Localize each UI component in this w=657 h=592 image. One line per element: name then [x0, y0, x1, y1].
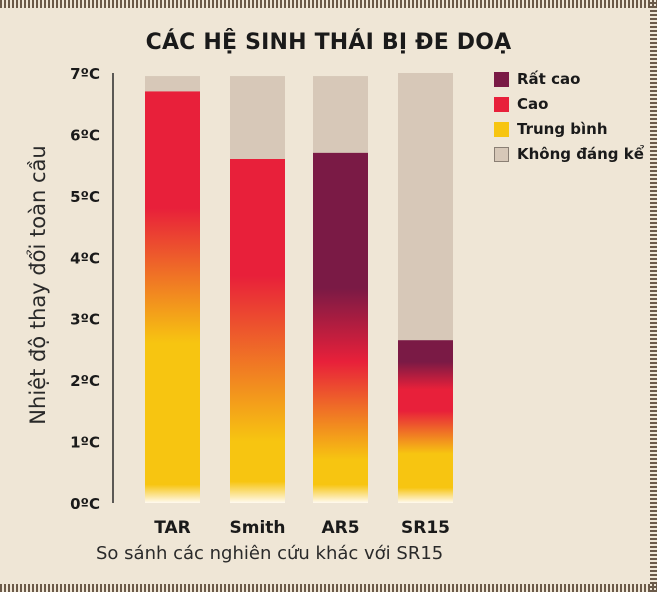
- legend-label-high: Cao: [517, 95, 549, 113]
- y-tick-label: 6ºC: [70, 126, 100, 144]
- x-category-label: TAR: [154, 518, 191, 538]
- legend-item-moderate: Trung bình: [494, 120, 647, 145]
- bottom-border: [0, 584, 657, 592]
- legend-swatch-moderate: [494, 122, 509, 137]
- x-category-label: Smith: [229, 518, 285, 538]
- legend-swatch-undetectable: [494, 147, 509, 162]
- y-tick-label: 0ºC: [70, 495, 100, 513]
- x-category-label: SR15: [401, 518, 450, 538]
- y-axis-label: Nhiệt độ thay đổi toàn cầu: [26, 145, 50, 425]
- top-border: [0, 0, 657, 8]
- bar-risk-fill: [313, 152, 368, 503]
- y-tick-label: 7ºC: [70, 65, 100, 83]
- legend: Rất cao Cao Trung bình Không đáng kể: [494, 70, 647, 195]
- legend-swatch-high: [494, 97, 509, 112]
- y-tick-label: 3ºC: [70, 311, 100, 329]
- chart-title: CÁC HỆ SINH THÁI BỊ ĐE DOẠ: [145, 30, 512, 55]
- legend-item-very-high: Rất cao: [494, 70, 647, 95]
- x-category-label: AR5: [321, 518, 359, 538]
- right-border: [650, 0, 657, 592]
- legend-label-undetectable: Không đáng kể: [517, 145, 644, 163]
- bar-risk-fill: [145, 91, 200, 503]
- bar-risk-fill: [398, 340, 453, 503]
- legend-swatch-very-high: [494, 72, 509, 87]
- legend-label-very-high: Rất cao: [517, 70, 581, 88]
- legend-item-undetectable: Không đáng kể: [494, 145, 647, 195]
- y-tick-label: 2ºC: [70, 372, 100, 390]
- y-tick-label: 5ºC: [70, 188, 100, 206]
- y-tick-label: 4ºC: [70, 249, 100, 267]
- legend-item-high: Cao: [494, 95, 647, 120]
- y-tick-label: 1ºC: [70, 434, 100, 452]
- legend-label-moderate: Trung bình: [517, 120, 608, 138]
- bar-risk-fill: [230, 159, 285, 503]
- x-axis-label: So sánh các nghiên cứu khác với SR15: [96, 543, 444, 564]
